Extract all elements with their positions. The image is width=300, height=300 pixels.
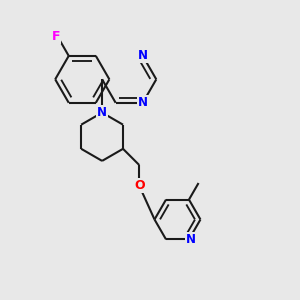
- Text: F: F: [52, 30, 61, 43]
- Text: N: N: [138, 50, 148, 62]
- Text: N: N: [97, 106, 107, 119]
- Text: N: N: [185, 233, 195, 246]
- Text: N: N: [138, 96, 148, 109]
- Text: O: O: [134, 179, 145, 192]
